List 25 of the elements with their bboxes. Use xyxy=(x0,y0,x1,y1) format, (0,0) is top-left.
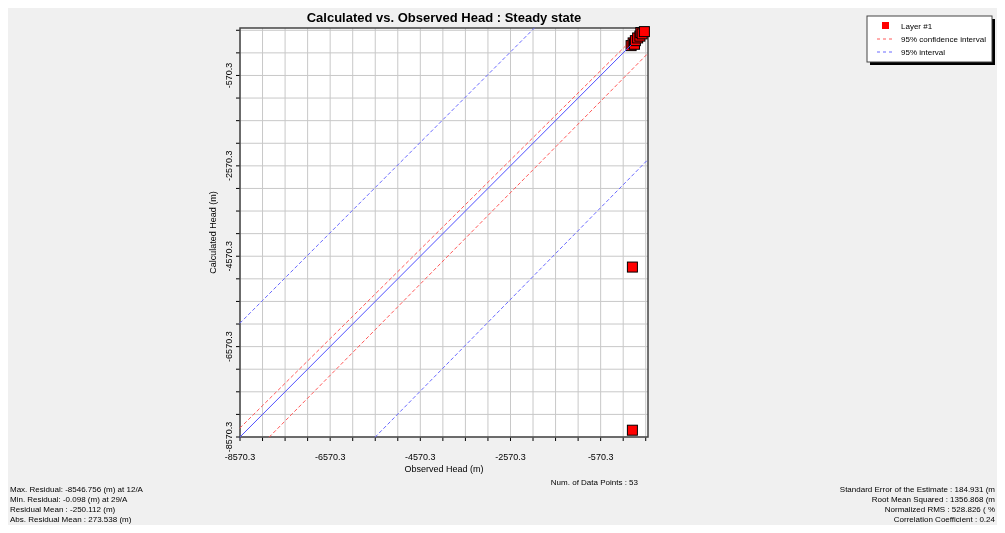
x-tick-label: -570.3 xyxy=(587,452,614,462)
chart-title: Calculated vs. Observed Head : Steady state xyxy=(306,10,582,25)
text: Standard Error of the Estimate : 184.931 (m xyxy=(839,485,996,494)
text: Correlation Coefficient : 0.24 xyxy=(893,515,996,524)
text: Min. Residual: -0.098 (m) at 29/A xyxy=(10,495,129,504)
x-tick-label: -2570.3 xyxy=(495,452,526,462)
legend-label: 95% confidence interval xyxy=(901,35,987,44)
y-tick-label: -2570.3 xyxy=(224,150,234,182)
legend-label: 95% interval xyxy=(901,48,946,57)
legend-label: Layer #1 xyxy=(901,22,933,31)
text: Residual Mean : -250.112 (m) xyxy=(10,505,116,514)
text: Normalized RMS : 528.826 ( % xyxy=(884,505,995,514)
text: Num. of Data Points : 53 xyxy=(550,478,639,487)
y-tick-label: -6570.3 xyxy=(224,331,234,362)
x-axis-title: Observed Head (m) xyxy=(404,464,484,474)
y-tick-label: -4570.3 xyxy=(224,240,234,272)
text: Max. Residual: -8546.756 (m) at 12/A xyxy=(10,485,144,494)
x-tick-label: -6570.3 xyxy=(314,452,346,462)
y-axis-title: Calculated Head (m) xyxy=(208,191,218,274)
x-tick-label: -4570.3 xyxy=(405,452,436,462)
point xyxy=(626,261,638,273)
text: Abs. Residual Mean : 273.538 (m) xyxy=(10,515,132,524)
y-tick-label: -570.3 xyxy=(224,62,234,89)
text: Root Mean Squared : 1356.868 (m xyxy=(871,495,996,504)
point xyxy=(626,424,638,436)
